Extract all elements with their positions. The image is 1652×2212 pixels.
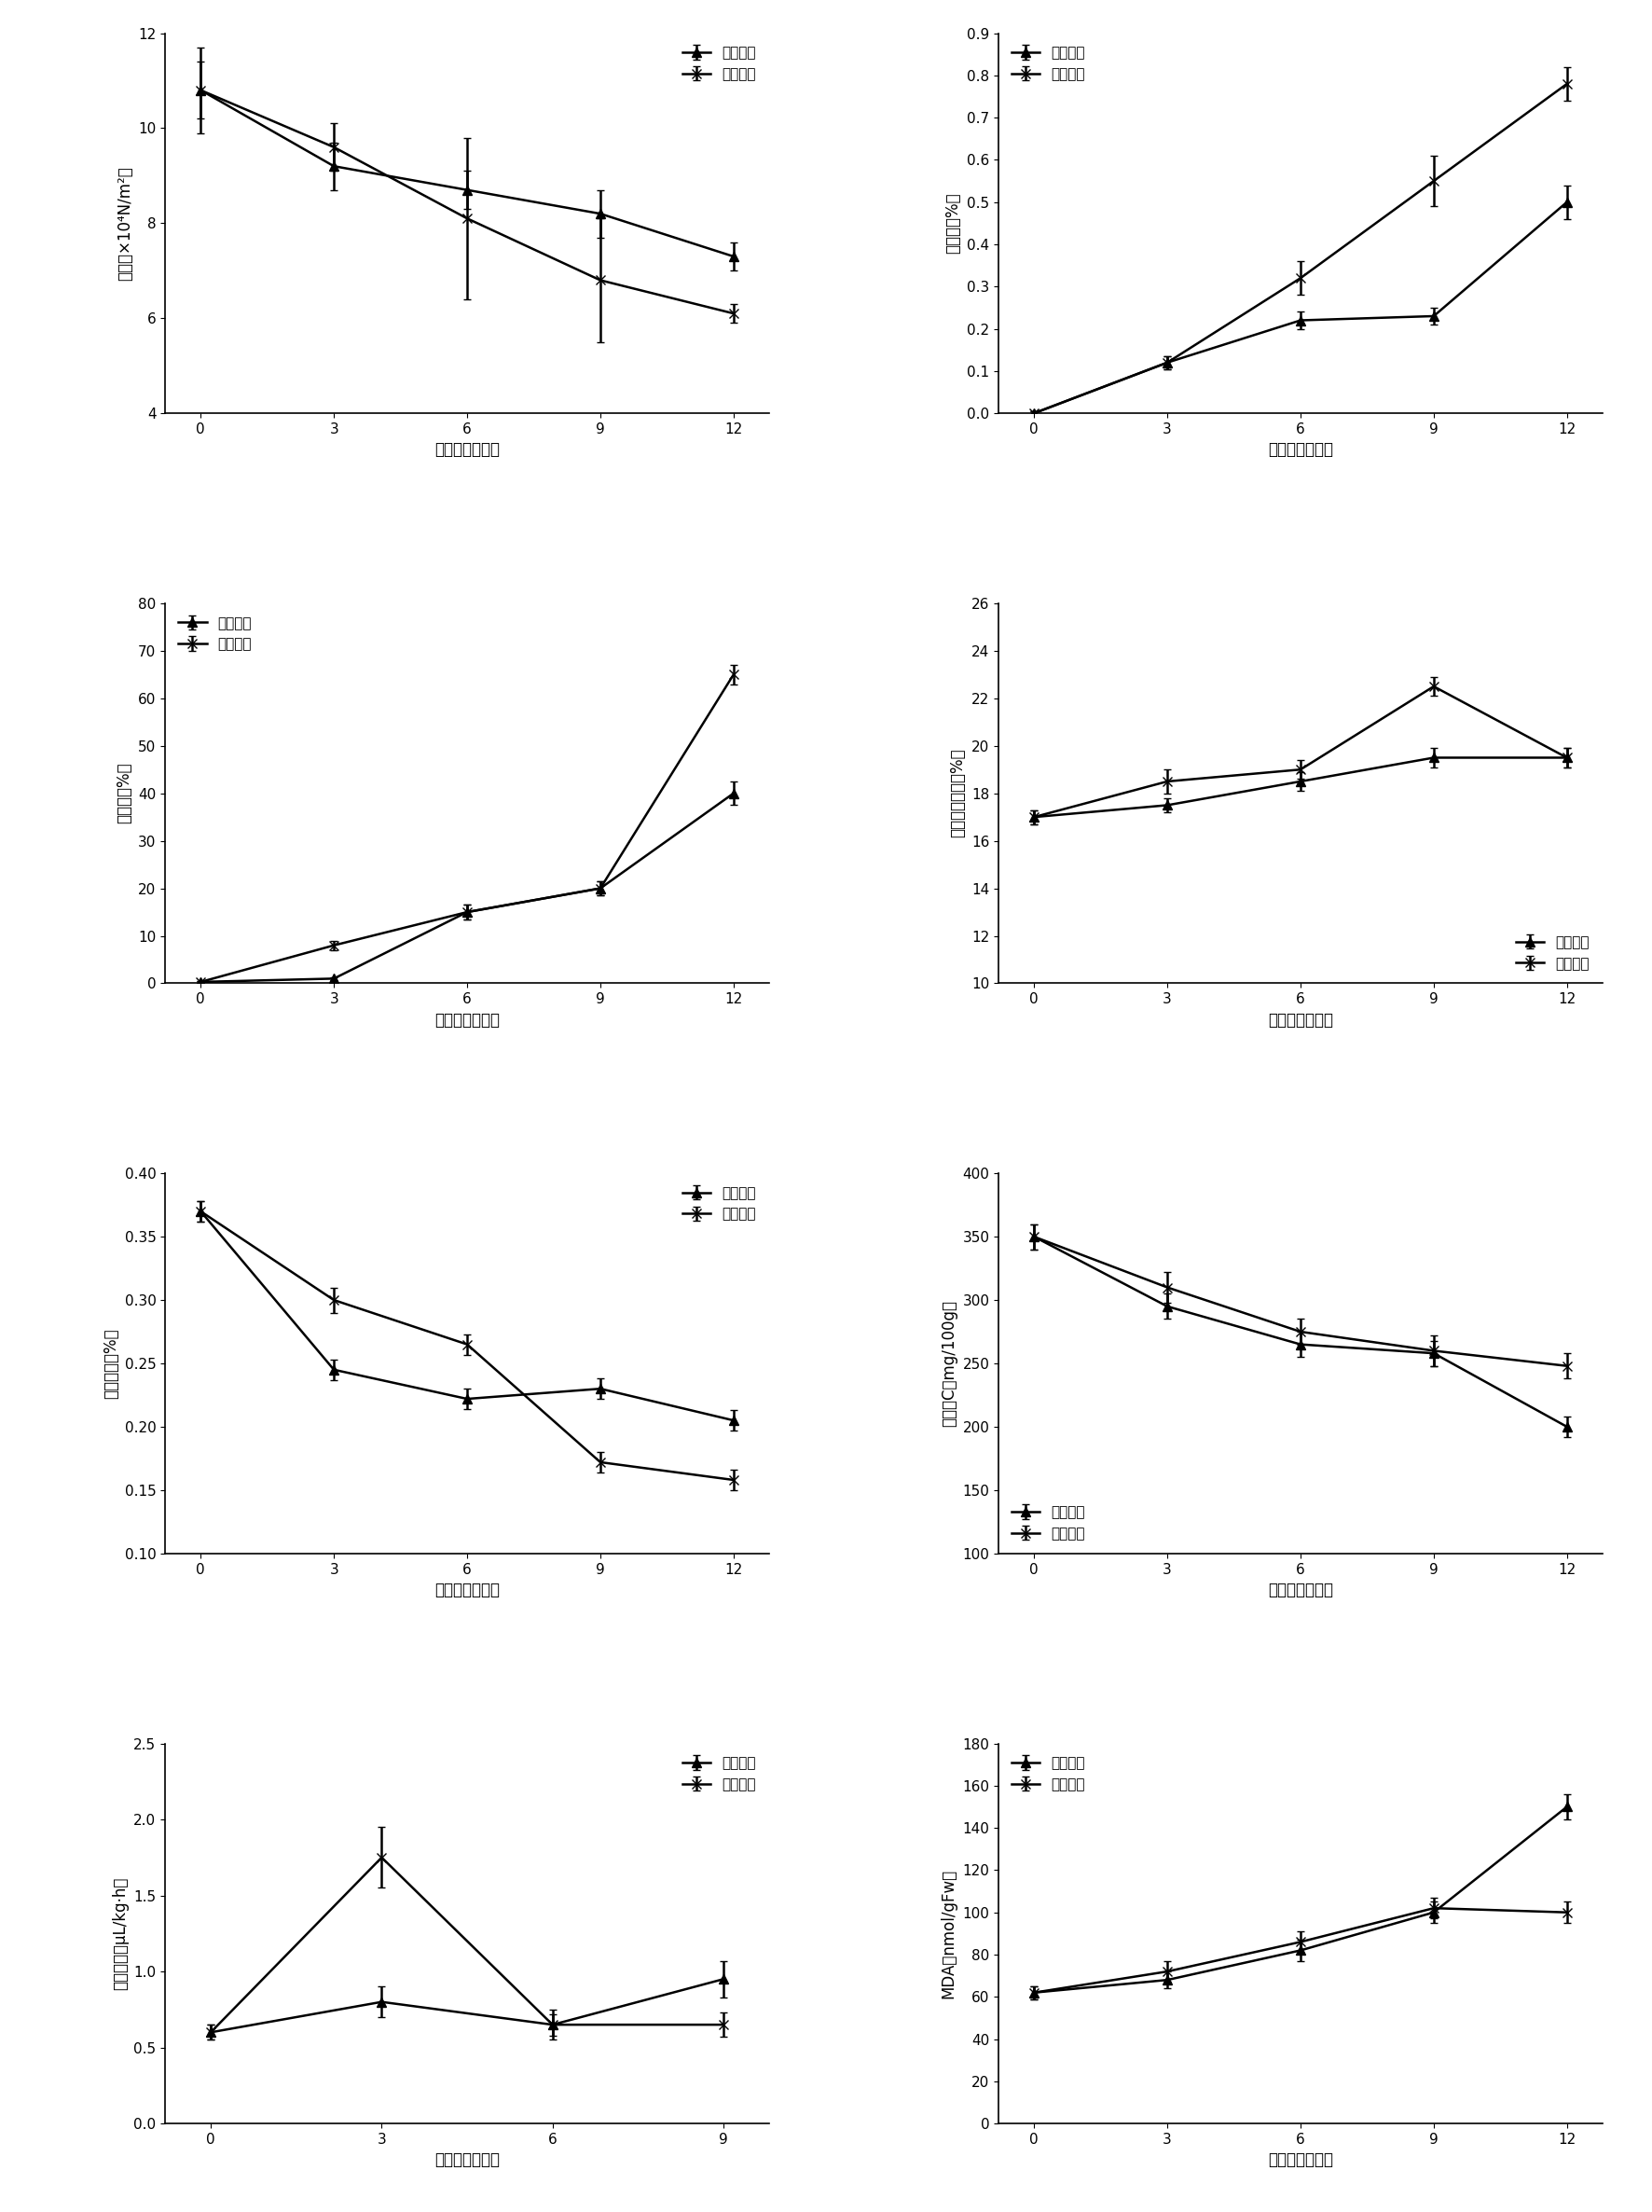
Y-axis label: MDA（nmol/gFw）: MDA（nmol/gFw） xyxy=(940,1869,957,1997)
Legend: 纳米包装, 普通包装: 纳米包装, 普通包装 xyxy=(677,1750,762,1796)
X-axis label: 贮存时间（天）: 贮存时间（天） xyxy=(1267,2152,1333,2168)
Legend: 纳米包装, 普通包装: 纳米包装, 普通包装 xyxy=(677,40,762,86)
Y-axis label: 硬度（×10⁴N/m²）: 硬度（×10⁴N/m²） xyxy=(116,166,134,281)
Y-axis label: 乙烯含量（μL/kg·h）: 乙烯含量（μL/kg·h） xyxy=(112,1878,129,1991)
Legend: 纳米包装, 普通包装: 纳米包装, 普通包装 xyxy=(1006,1500,1090,1546)
X-axis label: 贮存时间（天）: 贮存时间（天） xyxy=(434,2152,501,2168)
Y-axis label: 腐烂率（%）: 腐烂率（%） xyxy=(116,763,132,823)
Legend: 纳米包装, 普通包装: 纳米包装, 普通包装 xyxy=(1006,1750,1090,1796)
X-axis label: 贮存时间（天）: 贮存时间（天） xyxy=(434,1582,501,1599)
Y-axis label: 维生素C（mg/100g）: 维生素C（mg/100g） xyxy=(940,1301,957,1427)
Legend: 纳米包装, 普通包装: 纳米包装, 普通包装 xyxy=(1510,929,1596,975)
X-axis label: 贮存时间（天）: 贮存时间（天） xyxy=(1267,442,1333,458)
Y-axis label: 可滴定酸（%）: 可滴定酸（%） xyxy=(102,1327,119,1398)
X-axis label: 贮存时间（天）: 贮存时间（天） xyxy=(434,442,501,458)
Y-axis label: 可溢性固形物（%）: 可溢性固形物（%） xyxy=(950,748,966,838)
Legend: 纳米包装, 普通包装: 纳米包装, 普通包装 xyxy=(172,611,258,657)
Legend: 纳米包装, 普通包装: 纳米包装, 普通包装 xyxy=(1006,40,1090,86)
X-axis label: 贮存时间（天）: 贮存时间（天） xyxy=(434,1011,501,1029)
Legend: 纳米包装, 普通包装: 纳米包装, 普通包装 xyxy=(677,1181,762,1228)
X-axis label: 贮存时间（天）: 贮存时间（天） xyxy=(1267,1011,1333,1029)
Y-axis label: 失重率（%）: 失重率（%） xyxy=(945,192,961,254)
X-axis label: 贮存时间（天）: 贮存时间（天） xyxy=(1267,1582,1333,1599)
